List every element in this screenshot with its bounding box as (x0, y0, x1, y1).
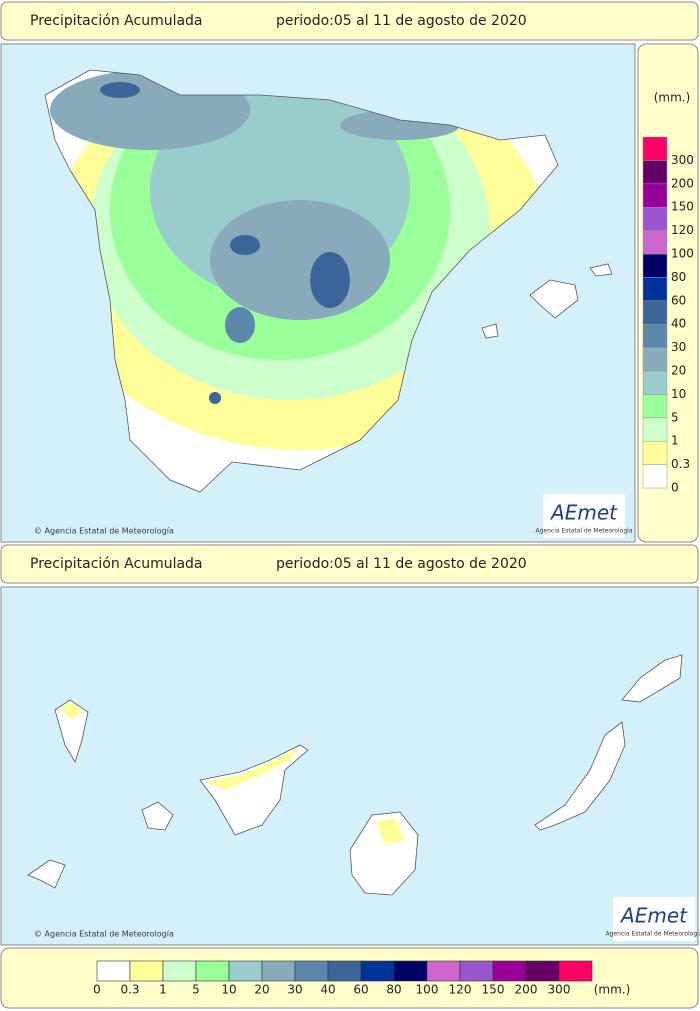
legend-swatch (642, 464, 668, 489)
legend-swatch (96, 960, 131, 982)
island (199, 744, 309, 836)
legend-label: 150 (482, 983, 505, 997)
legend-swatch (642, 300, 668, 325)
credit: © Agencia Estatal de Meteorología (34, 527, 174, 536)
title-bar (0, 1, 699, 41)
legend-label: 40 (320, 983, 335, 997)
legend-swatch (642, 277, 668, 302)
logo-subtitle: Agencia Estatal de Meteorología (536, 528, 633, 535)
island (589, 263, 613, 277)
precip-area (205, 748, 298, 790)
title-bar (0, 544, 699, 584)
legend-label: 80 (386, 983, 401, 997)
legend-swatch (327, 960, 362, 982)
legend-swatch (360, 960, 395, 982)
legend-label: 100 (671, 247, 694, 261)
legend-label: 20 (254, 983, 269, 997)
legend-swatch (459, 960, 494, 982)
legend-swatch (492, 960, 527, 982)
logo: AEmet Agencia Estatal de Meteorología (606, 897, 700, 941)
legend-swatch (642, 323, 668, 348)
legend-label: 0 (671, 481, 679, 495)
legend-swatch (393, 960, 428, 982)
legend-label: 5 (671, 410, 679, 424)
legend-swatch (195, 960, 230, 982)
legend-swatch (642, 136, 668, 161)
island (141, 801, 174, 831)
title: Precipitación Acumulada (30, 556, 203, 572)
legend-swatch (228, 960, 263, 982)
island (27, 859, 66, 889)
island (54, 699, 89, 763)
legend-swatch (129, 960, 164, 982)
legend-swatch (642, 440, 668, 465)
map-panel (0, 586, 699, 946)
legend-label: 60 (353, 983, 368, 997)
legend-label: 0.3 (671, 457, 690, 471)
legend-label: 1 (671, 434, 679, 448)
legend-label: 0 (93, 983, 101, 997)
legend-label: 300 (548, 983, 571, 997)
legend-unit: (mm.) (654, 91, 691, 105)
period: periodo:05 al 11 de agosto de 2020 (276, 556, 527, 572)
legend-swatch (642, 394, 668, 419)
logo-text: AEmet (549, 501, 618, 525)
legend-swatch (642, 370, 668, 395)
legend-label: 120 (671, 223, 694, 237)
logo-subtitle: Agencia Estatal de Meteorología (606, 931, 700, 938)
legend-swatch (642, 347, 668, 372)
legend-label: 1 (159, 983, 167, 997)
precip-area (60, 702, 82, 720)
period: periodo:05 al 11 de agosto de 2020 (276, 13, 527, 29)
legend-swatch (642, 230, 668, 255)
legend-label: 5 (192, 983, 200, 997)
legend-label: 20 (671, 364, 686, 378)
legend-label: 10 (671, 387, 686, 401)
island (529, 279, 579, 319)
precip-area (376, 818, 405, 845)
logo-text: AEmet (619, 904, 688, 928)
legend-label: 120 (449, 983, 472, 997)
legend-swatch (642, 417, 668, 442)
legend-label: 80 (671, 270, 686, 284)
legend-swatch (261, 960, 296, 982)
legend-unit: (mm.) (594, 983, 631, 997)
title: Precipitación Acumulada (30, 13, 203, 29)
legend-swatch (162, 960, 197, 982)
island (481, 323, 499, 339)
legend-swatch (642, 206, 668, 231)
legend-swatch (525, 960, 560, 982)
legend-label: 30 (671, 340, 686, 354)
logo: AEmet Agencia Estatal de Meteorología (536, 494, 633, 538)
legend-label: 150 (671, 200, 694, 214)
legend-label: 60 (671, 293, 686, 307)
coastline (44, 69, 559, 493)
legend-swatch (642, 183, 668, 208)
legend-label: 30 (287, 983, 302, 997)
legend-swatch (642, 253, 668, 278)
credit: © Agencia Estatal de Meteorología (34, 930, 174, 939)
legend-label: 300 (671, 153, 694, 167)
legend-swatch (558, 960, 593, 982)
legend-label: 200 (671, 176, 694, 190)
legend-label: 40 (671, 317, 686, 331)
legend-label: 10 (221, 983, 236, 997)
island (621, 654, 683, 703)
legend-label: 0.3 (120, 983, 139, 997)
legend-swatch (642, 160, 668, 185)
island (534, 721, 626, 831)
legend-swatch (294, 960, 329, 982)
legend-swatch (426, 960, 461, 982)
legend-label: 200 (515, 983, 538, 997)
legend-label: 100 (416, 983, 439, 997)
